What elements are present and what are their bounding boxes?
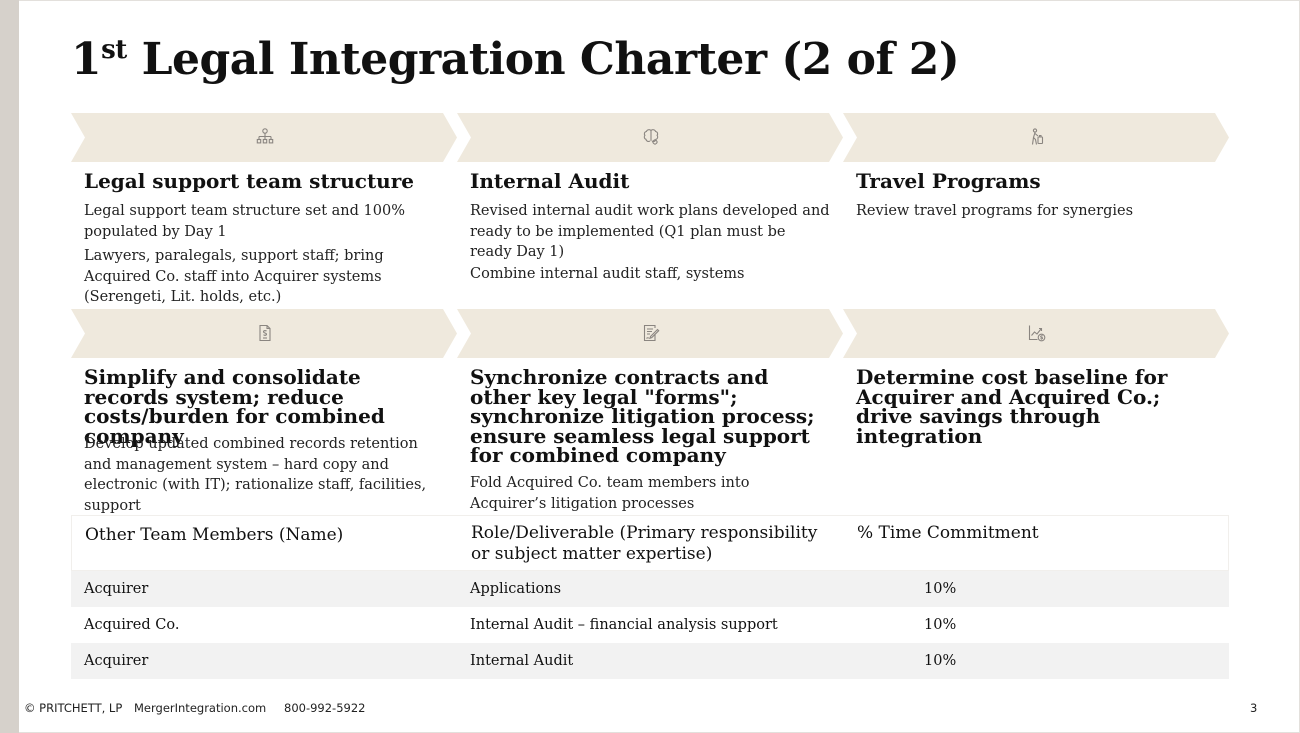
brain-gear-icon <box>643 129 659 145</box>
cell-role: Applications <box>470 581 562 597</box>
chevron-legal-support <box>71 113 457 162</box>
cell-role: Internal Audit <box>470 653 574 669</box>
cell-role: Internal Audit – financial analysis supp… <box>470 617 778 633</box>
left-accent-bar <box>0 0 19 733</box>
card-text: Develop updated combined records retenti… <box>84 436 427 514</box>
traveler-luggage-icon <box>1031 128 1044 146</box>
org-chart-icon <box>256 128 274 144</box>
table-row: Acquirer Internal Audit 10% <box>71 643 1229 679</box>
chevron-travel <box>843 113 1229 162</box>
contract-signature-icon <box>643 324 660 342</box>
dollar-document-icon <box>259 324 271 342</box>
table-row: Acquirer Applications 10% <box>71 571 1229 607</box>
card-heading: Simplify and consolidate records system;… <box>84 365 385 448</box>
table-header: Other Team Members (Name) Role/Deliverab… <box>71 515 1229 571</box>
card-text: Revised internal audit work plans develo… <box>470 203 830 260</box>
chevron-internal-audit <box>457 113 843 162</box>
cell-time: 10% <box>924 653 957 669</box>
card-heading: Travel Programs <box>856 169 1041 193</box>
card-heading: Determine cost baseline for Acquirer and… <box>856 365 1168 448</box>
chevron-contracts <box>457 309 843 358</box>
table-header-time: % Time Commitment <box>857 523 1039 543</box>
card-heading: Internal Audit <box>470 169 630 193</box>
page-title: 1st Legal Integration Charter (2 of 2) <box>71 34 960 85</box>
card-text: Fold Acquired Co. team members into Acqu… <box>470 475 750 512</box>
table-header-role: Role/Deliverable (Primary responsibility… <box>471 523 818 564</box>
cell-name: Acquirer <box>84 581 149 597</box>
table-row: Acquired Co. Internal Audit – financial … <box>71 607 1229 643</box>
table-header-name: Other Team Members (Name) <box>85 525 344 545</box>
footer-website: MergerIntegration.com <box>134 701 267 715</box>
chart-dollar-icon <box>1028 325 1046 342</box>
card-heading: Legal support team structure <box>84 169 414 193</box>
card-text: Lawyers, paralegals, support staff; brin… <box>84 248 384 305</box>
team-members-table: Other Team Members (Name) Role/Deliverab… <box>71 515 1229 679</box>
cell-time: 10% <box>924 581 957 597</box>
page-number: 3 <box>1250 701 1258 715</box>
chevron-cost-baseline <box>843 309 1229 358</box>
cell-name: Acquirer <box>84 653 149 669</box>
footer-phone: 800-992-5922 <box>284 701 366 715</box>
card-text: Review travel programs for synergies <box>856 203 1134 219</box>
footer-copyright: © PRITCHETT, LP <box>24 701 123 715</box>
card-heading: Synchronize contracts and other key lega… <box>470 365 815 467</box>
cell-name: Acquired Co. <box>84 617 180 633</box>
card-text: Combine internal audit staff, systems <box>470 266 745 282</box>
card-text: Legal support team structure set and 100… <box>84 203 405 240</box>
cell-time: 10% <box>924 617 957 633</box>
chevron-records <box>71 309 457 358</box>
